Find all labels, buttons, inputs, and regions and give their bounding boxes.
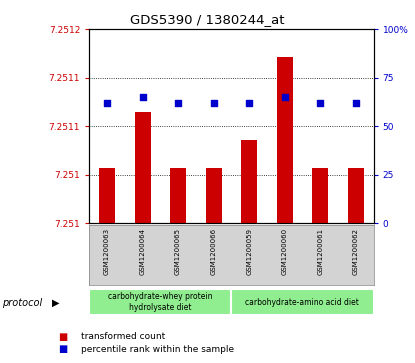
Bar bbox=[312, 168, 328, 223]
Bar bbox=[241, 140, 257, 223]
Bar bbox=[89, 289, 232, 315]
Text: carbohydrate-amino acid diet: carbohydrate-amino acid diet bbox=[246, 298, 359, 307]
Text: GDS5390 / 1380244_at: GDS5390 / 1380244_at bbox=[130, 13, 285, 26]
Text: GSM1200063: GSM1200063 bbox=[104, 228, 110, 275]
Point bbox=[139, 94, 146, 100]
Text: GSM1200062: GSM1200062 bbox=[353, 228, 359, 275]
Point bbox=[210, 100, 217, 106]
Bar bbox=[232, 289, 374, 315]
Text: GSM1200065: GSM1200065 bbox=[175, 228, 181, 275]
Text: GSM1200059: GSM1200059 bbox=[246, 228, 252, 275]
Text: ■: ■ bbox=[58, 344, 67, 354]
Bar bbox=[170, 168, 186, 223]
Point bbox=[246, 100, 252, 106]
Point bbox=[317, 100, 324, 106]
Text: protocol: protocol bbox=[2, 298, 42, 308]
Bar bbox=[348, 168, 364, 223]
Text: GSM1200064: GSM1200064 bbox=[139, 228, 146, 275]
Point bbox=[281, 94, 288, 100]
Text: GSM1200066: GSM1200066 bbox=[210, 228, 217, 275]
Text: GSM1200060: GSM1200060 bbox=[282, 228, 288, 275]
Text: ■: ■ bbox=[58, 332, 67, 342]
Point bbox=[175, 100, 181, 106]
Bar bbox=[99, 168, 115, 223]
Text: ▶: ▶ bbox=[52, 298, 59, 308]
Point bbox=[104, 100, 110, 106]
Text: GSM1200061: GSM1200061 bbox=[317, 228, 323, 275]
Bar bbox=[277, 57, 293, 223]
Bar bbox=[205, 168, 222, 223]
Text: carbohydrate-whey protein
hydrolysate diet: carbohydrate-whey protein hydrolysate di… bbox=[108, 293, 212, 312]
Point bbox=[352, 100, 359, 106]
Text: transformed count: transformed count bbox=[81, 333, 165, 341]
Bar bbox=[134, 112, 151, 223]
Text: percentile rank within the sample: percentile rank within the sample bbox=[81, 345, 234, 354]
